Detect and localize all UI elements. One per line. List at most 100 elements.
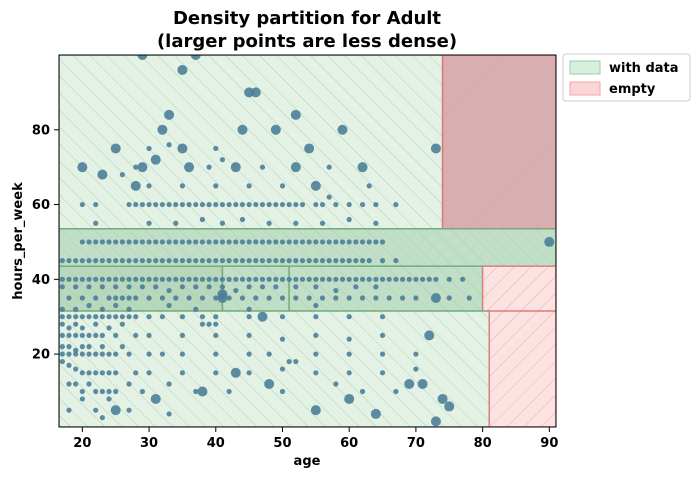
data-point	[186, 295, 192, 301]
y-tick-label: 20	[32, 348, 50, 363]
data-point	[66, 258, 72, 264]
data-point	[346, 336, 352, 342]
data-point	[99, 276, 105, 282]
data-point-large	[437, 393, 448, 404]
data-point	[333, 239, 339, 245]
data-point	[233, 276, 239, 282]
data-point	[93, 295, 99, 301]
x-tick-label: 40	[207, 436, 225, 451]
data-point	[313, 276, 319, 282]
data-point	[146, 314, 152, 320]
data-point-large	[110, 405, 121, 416]
data-point-large	[344, 393, 355, 404]
legend-label-with-data: with data	[609, 61, 679, 76]
data-point	[66, 344, 72, 350]
data-point	[133, 370, 139, 376]
x-tick-label: 90	[540, 436, 558, 451]
data-point	[59, 351, 65, 357]
data-point	[73, 332, 79, 339]
data-point-large	[304, 143, 315, 154]
data-point	[313, 258, 319, 264]
data-point	[279, 295, 286, 301]
data-point	[73, 314, 79, 320]
data-point	[226, 388, 232, 395]
data-point	[59, 306, 65, 312]
data-point	[93, 314, 99, 320]
data-point	[199, 295, 206, 301]
data-point	[346, 201, 352, 208]
data-point	[399, 295, 406, 301]
data-point	[66, 314, 72, 320]
data-point	[126, 258, 132, 264]
data-point	[99, 306, 105, 312]
data-point	[366, 276, 372, 282]
data-point	[246, 314, 252, 320]
data-point-large	[337, 124, 348, 135]
data-point	[279, 336, 286, 342]
data-point	[259, 284, 266, 290]
data-point	[279, 366, 286, 372]
data-point	[333, 258, 339, 264]
data-point	[146, 201, 152, 208]
data-point	[79, 295, 85, 301]
data-point	[379, 314, 386, 320]
data-point	[113, 276, 119, 282]
data-point	[199, 201, 206, 208]
data-point	[279, 239, 286, 245]
data-point	[346, 295, 352, 301]
data-point	[446, 276, 452, 282]
data-point	[293, 276, 299, 282]
data-point-large	[310, 405, 321, 416]
data-point	[319, 201, 326, 208]
data-point	[259, 201, 266, 208]
data-point	[213, 314, 219, 320]
data-point	[113, 239, 119, 245]
data-point-large	[97, 169, 108, 180]
data-point	[119, 344, 125, 350]
data-point	[466, 295, 472, 301]
data-point	[199, 239, 206, 245]
data-point	[93, 370, 99, 376]
data-point	[106, 388, 112, 395]
data-point	[73, 347, 79, 353]
data-point	[113, 302, 119, 309]
data-point-large	[257, 311, 268, 322]
data-point	[173, 201, 179, 208]
data-point	[139, 239, 145, 245]
data-point	[293, 239, 299, 245]
data-point	[219, 220, 226, 226]
data-point	[206, 321, 212, 327]
x-tick-label: 80	[474, 436, 492, 451]
data-point	[113, 284, 119, 290]
data-point	[393, 388, 399, 395]
data-point	[413, 366, 419, 372]
data-point	[286, 239, 292, 245]
data-point	[93, 388, 99, 395]
x-tick-label: 50	[273, 436, 291, 451]
data-point	[213, 183, 219, 189]
data-point	[139, 201, 145, 208]
data-point	[353, 258, 359, 264]
data-point	[246, 201, 252, 208]
data-point-large	[150, 393, 161, 404]
data-point	[146, 351, 152, 357]
partition-region-with-data	[288, 265, 484, 312]
data-point	[246, 276, 252, 282]
data-point	[126, 239, 132, 245]
data-point	[213, 351, 219, 357]
data-point	[266, 276, 272, 282]
y-tick-label: 80	[32, 123, 50, 138]
partition-region-with-data	[59, 55, 444, 230]
data-point	[166, 258, 172, 264]
data-point	[153, 201, 159, 208]
data-point	[266, 258, 272, 264]
data-point	[419, 276, 426, 282]
data-point	[146, 332, 152, 339]
data-point	[86, 258, 92, 264]
data-point-large	[150, 154, 161, 165]
data-point	[119, 239, 125, 245]
data-point	[166, 381, 172, 387]
data-point	[93, 220, 99, 226]
data-point	[113, 295, 119, 301]
data-point	[333, 201, 339, 208]
